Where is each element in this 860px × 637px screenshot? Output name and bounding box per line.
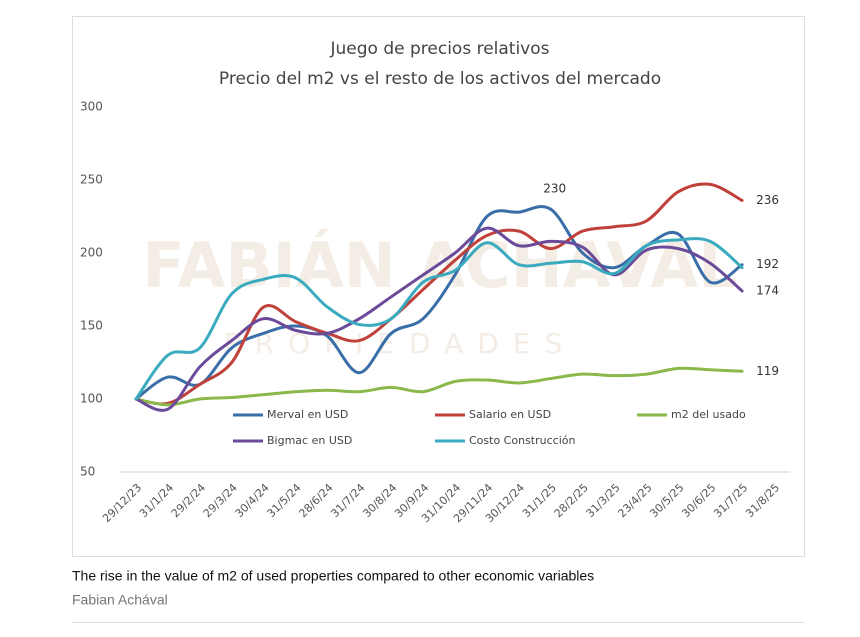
figure-frame [72, 16, 805, 557]
chart-title: Precio del m2 vs el resto de los activos… [219, 69, 661, 89]
data-label: 236 [756, 193, 779, 207]
chart-title: Juego de precios relativos [329, 39, 549, 59]
series-line [134, 237, 744, 401]
watermark: FABIÁN ACHAVAL [142, 229, 737, 302]
data-label: 192 [756, 257, 779, 271]
y-tick-label: 300 [80, 100, 103, 114]
legend-label: Bigmac en USD [267, 434, 352, 447]
legend-label: m2 del usado [671, 408, 746, 421]
y-tick-label: 100 [80, 392, 103, 406]
series-line [134, 366, 744, 407]
caption: The rise in the value of m2 of used prop… [72, 568, 594, 584]
y-tick-label: 150 [80, 319, 103, 333]
series-line [134, 226, 744, 412]
data-label: 119 [756, 364, 779, 378]
y-tick-label: 50 [80, 465, 95, 479]
data-label: 230 [543, 182, 566, 196]
watermark: PROPIEDADES [224, 327, 576, 360]
credit: Fabian Achával [72, 592, 168, 608]
y-tick-label: 250 [80, 173, 103, 187]
data-label: 174 [756, 283, 779, 297]
legend-label: Merval en USD [267, 408, 348, 421]
legend-label: Costo Construcción [469, 434, 575, 447]
legend-label: Salario en USD [469, 408, 551, 421]
y-tick-label: 200 [80, 246, 103, 260]
